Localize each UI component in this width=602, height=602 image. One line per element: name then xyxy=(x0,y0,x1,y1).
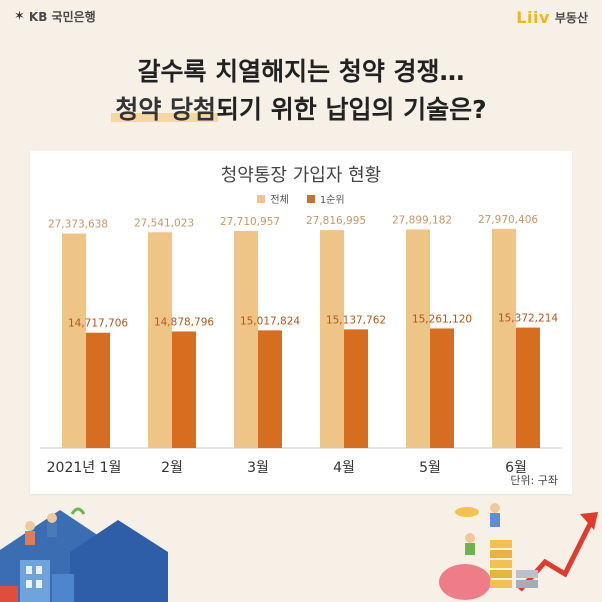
category-label: 4월 xyxy=(333,460,355,476)
unit-label: 단위: 구좌 xyxy=(510,474,558,487)
bar-rank1 xyxy=(86,332,110,448)
headline-line2: 청약 당첨되기 위한 납입의 기술은? xyxy=(0,90,602,126)
chart-card: 27,373,638 14,717,706 2021년 1월 27,541,023 14… xyxy=(30,151,572,494)
value-label-total: 27,899,182 xyxy=(392,214,452,226)
money-illustration xyxy=(439,503,598,600)
value-label-rank1: 15,017,824 xyxy=(240,315,300,327)
value-label-rank1: 14,878,796 xyxy=(154,316,214,328)
value-label-total: 27,710,957 xyxy=(220,216,280,228)
bar-total xyxy=(492,228,516,448)
chart-legend: 전체 1순위 xyxy=(30,191,572,206)
category-label: 2021년 1월 xyxy=(47,460,122,476)
value-label-rank1: 15,137,762 xyxy=(326,314,386,326)
bar-rank1 xyxy=(516,327,540,448)
liiv-logo: Liiv 부동산 xyxy=(516,8,588,27)
decorative-illustration xyxy=(0,503,598,602)
bar-total xyxy=(148,232,172,448)
value-label-rank1: 15,372,214 xyxy=(498,313,558,325)
value-label-total: 27,373,638 xyxy=(48,219,108,231)
kb-bank-logo: ✶ KB 국민은행 xyxy=(14,8,96,25)
legend-item-rank1: 1순위 xyxy=(306,191,345,206)
value-label-rank1: 14,717,706 xyxy=(68,318,128,330)
value-label-total: 27,541,023 xyxy=(134,217,194,229)
bar-rank1 xyxy=(172,331,196,448)
bar-total xyxy=(406,229,430,448)
bar-total xyxy=(234,230,258,448)
bar-rank1 xyxy=(430,328,454,448)
category-label: 2월 xyxy=(161,460,183,476)
legend-label-rank1: 1순위 xyxy=(319,195,345,206)
legend-item-total: 전체 xyxy=(257,191,289,206)
category-label: 3월 xyxy=(247,460,269,476)
bar-rank1 xyxy=(344,329,368,448)
liiv-subtitle: 부동산 xyxy=(554,11,588,25)
bar-total xyxy=(320,230,344,448)
house-illustration xyxy=(0,507,168,602)
legend-label-total: 전체 xyxy=(270,195,289,206)
bar-rank1 xyxy=(258,330,282,448)
category-label: 5월 xyxy=(419,460,441,476)
legend-swatch-rank1 xyxy=(306,194,315,203)
headline-highlight: 청약 당첨 xyxy=(115,95,217,124)
bar-chart: 27,373,638 14,717,706 2021년 1월 27,541,023 14… xyxy=(40,214,562,476)
category-label: 6월 xyxy=(505,460,527,476)
legend-swatch-total xyxy=(257,194,266,203)
kb-bank-name: KB 국민은행 xyxy=(28,10,96,24)
value-label-total: 27,816,995 xyxy=(306,215,366,227)
headline-rest: 되기 위한 납입의 기술은? xyxy=(216,95,487,124)
value-label-rank1: 15,261,120 xyxy=(412,313,472,325)
kb-star-icon: ✶ xyxy=(14,9,25,24)
headline-line1: 갈수록 치열해지는 청약 경쟁… xyxy=(137,57,465,86)
value-label-total: 27,970,406 xyxy=(478,214,538,226)
bar-total xyxy=(62,233,86,448)
chart-title: 청약통장 가입자 현황 xyxy=(220,165,382,186)
liiv-logo-text: Liiv xyxy=(516,8,550,27)
